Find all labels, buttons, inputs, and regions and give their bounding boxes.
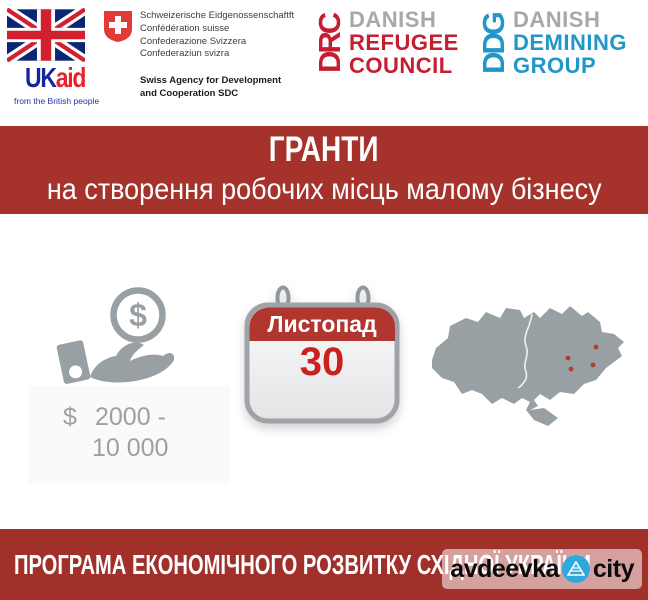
- hand-card-shape: [56, 340, 91, 384]
- drc-word-danish: DANISH: [349, 7, 437, 32]
- ddg-word-demining: DEMINING: [513, 30, 627, 55]
- logo-strip: UKaid from the British people Schweizeri…: [0, 0, 648, 126]
- ukaid-aid-text: aid: [55, 62, 87, 93]
- drc-wordmark: DANISH REFUGEE COUNCIL: [349, 8, 459, 77]
- amount-range-line1: 2000 -: [95, 403, 166, 431]
- sdc-agency-line: and Cooperation SDC: [140, 87, 239, 99]
- ukaid-uk-text: UK: [25, 62, 57, 93]
- ddg-word-group: GROUP: [513, 53, 597, 78]
- sdc-line: Confédération suisse: [140, 22, 230, 34]
- ukaid-tagline: from the British people: [14, 96, 100, 106]
- sdc-line: Schweizerische Eidgenossenschaftft: [140, 10, 295, 21]
- drc-word-refugee: REFUGEE: [349, 30, 459, 55]
- ddg-wordmark: DANISH DEMINING GROUP: [513, 8, 627, 77]
- content-area: $ $ 2000 - 10 000: [0, 214, 648, 529]
- ddg-word-danish: DANISH: [513, 7, 601, 32]
- poster-title: ГРАНТИ: [269, 130, 379, 169]
- ukraine-outline: [432, 306, 624, 426]
- ukraine-map: [432, 306, 624, 426]
- swiss-shield-icon: [104, 11, 132, 42]
- sdc-agency-line: Swiss Agency for Development: [140, 75, 282, 87]
- project-location-dot: [593, 344, 599, 350]
- drc-word-council: COUNCIL: [349, 53, 453, 78]
- amount-range-line2: 10 000: [92, 434, 169, 462]
- avdeevka-logo-icon: [561, 555, 590, 583]
- currency-symbol: $: [63, 403, 77, 431]
- project-location-dot: [565, 355, 571, 361]
- ddg-vertical-text: DDG: [476, 14, 511, 74]
- dnipro-river: [517, 313, 533, 389]
- watermark-chip: avdeevka city: [442, 549, 642, 589]
- sdc-line: Confederaziun svizra: [140, 48, 230, 60]
- calendar-graphic: [244, 285, 400, 424]
- sdc-line: Confederazione Svizzera: [140, 35, 247, 47]
- hand-coin-icon: $: [56, 287, 174, 384]
- watermark-right-text: city: [592, 554, 635, 583]
- deadline-calendar: Листопад 30: [243, 284, 401, 426]
- calendar-day: 30: [299, 340, 345, 384]
- project-location-dot: [590, 362, 596, 368]
- watermark-left-text: avdeevka: [450, 554, 559, 583]
- sdc-text-block: Schweizerische Eidgenossenschaftft Confé…: [140, 10, 294, 101]
- amount-backdrop: [28, 386, 230, 484]
- poster-subtitle: на створення робочих місць малому бізнес…: [46, 173, 602, 206]
- program-banner: ПРОГРАМА ЕКОНОМІЧНОГО РОЗВИТКУ СХІДНОЇ У…: [0, 529, 648, 600]
- project-location-dots: [565, 344, 599, 372]
- project-location-dot: [568, 366, 574, 372]
- calendar-month: Листопад: [267, 311, 377, 337]
- title-banner: ГРАНТИ на створення робочих місць малому…: [0, 126, 648, 214]
- ukaid-wordmark: UKaid: [25, 62, 87, 94]
- uk-flag-icon: [7, 8, 85, 62]
- drc-vertical-text: DRC: [312, 14, 347, 74]
- ukaid-logo: UKaid from the British people: [7, 8, 99, 106]
- palm-shape: [90, 342, 174, 383]
- coin-dollar-text: $: [129, 297, 147, 333]
